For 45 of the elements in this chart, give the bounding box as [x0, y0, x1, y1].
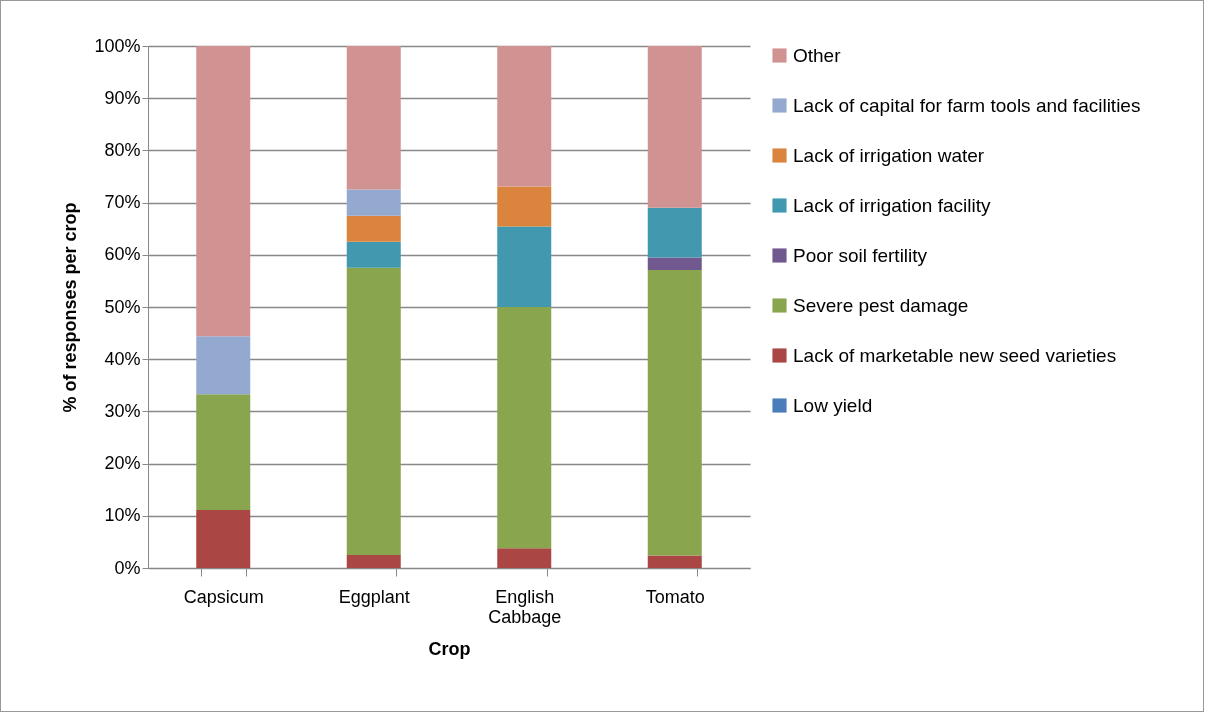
y-tick-label: 80%	[104, 139, 141, 160]
bar	[196, 510, 251, 568]
x-tick-label: Eggplant	[338, 586, 410, 607]
bar	[346, 554, 401, 568]
x-axis-title: Crop	[428, 638, 471, 659]
legend-label: Poor soil fertility	[793, 244, 928, 266]
bar	[497, 226, 552, 307]
bar	[647, 46, 702, 208]
bar	[346, 189, 401, 216]
legend-label: Lack of irrigation facility	[793, 194, 991, 216]
legend-label: Lack of irrigation water	[793, 144, 985, 166]
bar	[346, 241, 401, 268]
legend-label: Low yield	[793, 394, 873, 416]
bar	[647, 207, 702, 258]
y-tick-label: 60%	[104, 244, 141, 265]
x-tick-label: Capsicum	[183, 586, 264, 607]
bar	[346, 215, 401, 242]
bar	[497, 548, 552, 568]
bar	[196, 394, 251, 511]
x-tick-label: English Cabbage	[488, 586, 562, 627]
bar	[497, 186, 552, 227]
legend-label: Severe pest damage	[793, 294, 969, 316]
bar	[346, 267, 401, 555]
legend-label: Lack of capital for farm tools and facilities	[793, 94, 1141, 116]
bar	[647, 269, 702, 556]
y-tick-label: 70%	[104, 192, 141, 213]
y-axis-title: % of responses per crop	[60, 202, 81, 413]
y-tick-label: 0%	[114, 557, 141, 578]
bar	[497, 307, 552, 549]
bar	[196, 46, 251, 337]
y-tick-label: 90%	[104, 87, 141, 108]
bar	[647, 555, 702, 568]
y-tick-label: 10%	[104, 505, 141, 526]
legend-label: Lack of marketable new seed varieties	[793, 344, 1117, 366]
bar	[497, 46, 552, 187]
x-tick-label: Tomato	[645, 586, 705, 607]
y-tick-label: 100%	[94, 35, 141, 56]
bar	[196, 336, 251, 395]
y-tick-label: 30%	[104, 400, 141, 421]
y-tick-label: 20%	[104, 453, 141, 474]
bar	[647, 257, 702, 270]
bar	[346, 46, 401, 190]
y-tick-label: 50%	[104, 296, 141, 317]
legend-label: Other	[793, 44, 842, 66]
y-tick-label: 40%	[104, 348, 141, 369]
